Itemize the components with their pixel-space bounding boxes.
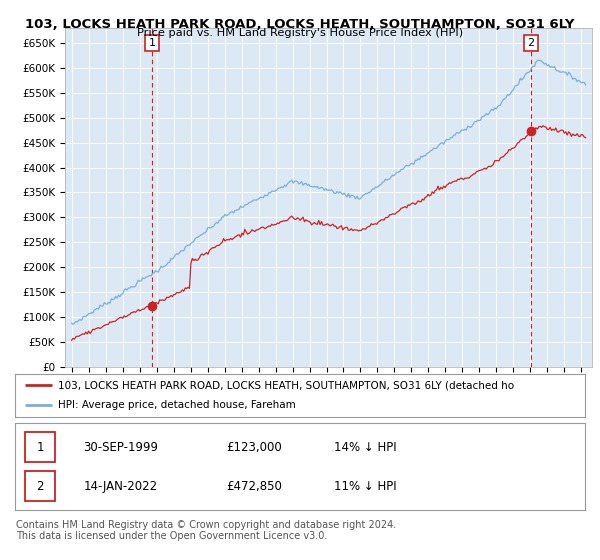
Text: £123,000: £123,000 (226, 441, 281, 454)
Text: 103, LOCKS HEATH PARK ROAD, LOCKS HEATH, SOUTHAMPTON, SO31 6LY: 103, LOCKS HEATH PARK ROAD, LOCKS HEATH,… (25, 18, 575, 31)
Text: 1: 1 (149, 38, 156, 48)
FancyBboxPatch shape (25, 472, 55, 501)
Text: HPI: Average price, detached house, Fareham: HPI: Average price, detached house, Fare… (58, 400, 296, 410)
Text: 2: 2 (527, 38, 535, 48)
Text: £472,850: £472,850 (226, 480, 282, 493)
Text: 11% ↓ HPI: 11% ↓ HPI (334, 480, 397, 493)
Text: Contains HM Land Registry data © Crown copyright and database right 2024.
This d: Contains HM Land Registry data © Crown c… (16, 520, 397, 542)
Text: 14-JAN-2022: 14-JAN-2022 (83, 480, 158, 493)
Text: Price paid vs. HM Land Registry's House Price Index (HPI): Price paid vs. HM Land Registry's House … (137, 28, 463, 38)
FancyBboxPatch shape (25, 432, 55, 462)
Text: 30-SEP-1999: 30-SEP-1999 (83, 441, 158, 454)
Text: 103, LOCKS HEATH PARK ROAD, LOCKS HEATH, SOUTHAMPTON, SO31 6LY (detached ho: 103, LOCKS HEATH PARK ROAD, LOCKS HEATH,… (58, 380, 514, 390)
Text: 1: 1 (37, 441, 44, 454)
Text: 14% ↓ HPI: 14% ↓ HPI (334, 441, 397, 454)
Text: 2: 2 (37, 480, 44, 493)
